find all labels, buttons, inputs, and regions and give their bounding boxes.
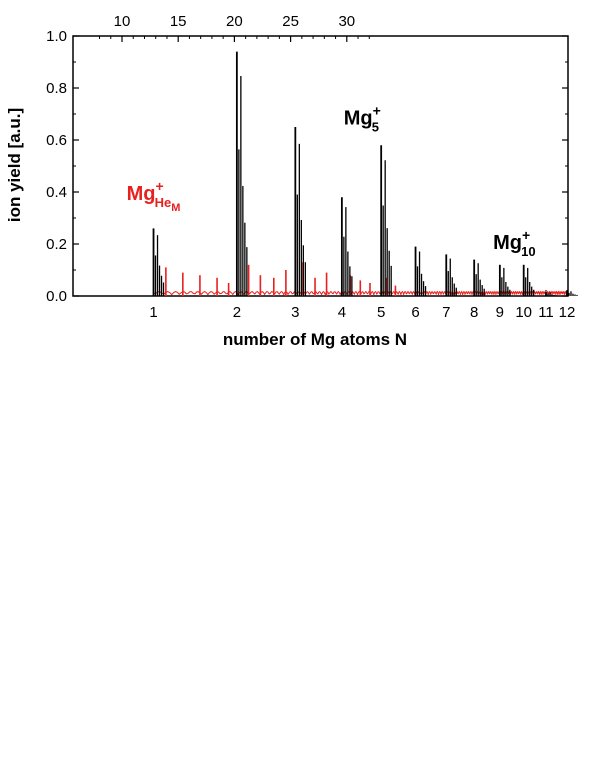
- x-tick-label: 7: [442, 304, 450, 321]
- top-tick-label: 30: [338, 13, 355, 30]
- axes: [72, 35, 569, 297]
- plot-frame: [72, 35, 569, 297]
- annotation-subscript: He: [155, 195, 172, 210]
- annotation-main: Mg: [344, 107, 373, 129]
- x-tick-label: 3: [291, 304, 299, 321]
- mgHe-series: [153, 262, 568, 297]
- annotation-subscript-2: M: [171, 202, 180, 214]
- y-tick-label: 0.6: [46, 132, 67, 149]
- x-tick-label: 2: [233, 304, 241, 321]
- annotation-superscript: +: [522, 227, 530, 243]
- top-tick-label: 20: [226, 13, 243, 30]
- y-tick-label: 0.4: [46, 184, 67, 201]
- x-tick-label: 6: [411, 304, 419, 321]
- annotation-main: Mg: [493, 232, 522, 254]
- x-tick-label: 10: [515, 304, 532, 321]
- annotation-label: Mg+ HeM: [127, 178, 181, 214]
- x-tick-label: 8: [470, 304, 478, 321]
- x-tick-label: 5: [377, 304, 385, 321]
- top-tick-label: 25: [282, 13, 299, 30]
- y-tick-label: 0.2: [46, 236, 67, 253]
- annotation-label: Mg+ 5: [344, 102, 381, 134]
- annotation-superscript: +: [155, 178, 163, 194]
- x-tick-label: 4: [338, 304, 346, 321]
- y-tick-label: 1.0: [46, 28, 67, 45]
- annotation-superscript: +: [373, 102, 381, 118]
- x-tick-label: 11: [538, 304, 554, 321]
- x-tick-label: 12: [559, 304, 576, 321]
- annotation-main: Mg: [127, 183, 156, 205]
- annotation-subscript: 10: [521, 244, 535, 259]
- top-tick-label: 10: [114, 13, 131, 30]
- mg-cluster-series: [152, 51, 578, 296]
- annotation-subscript: 5: [372, 119, 379, 134]
- x-tick-label: 1: [149, 304, 157, 321]
- annotation-label: Mg+ 10: [493, 227, 536, 259]
- top-tick-label: 15: [170, 13, 187, 30]
- y-tick-label: 0.8: [46, 80, 67, 97]
- y-axis-title: ion yield [a.u.]: [5, 108, 24, 222]
- x-tick-label: 9: [496, 304, 504, 321]
- x-axis-title: number of Mg atoms N: [223, 330, 407, 349]
- y-tick-label: 0.0: [46, 288, 67, 305]
